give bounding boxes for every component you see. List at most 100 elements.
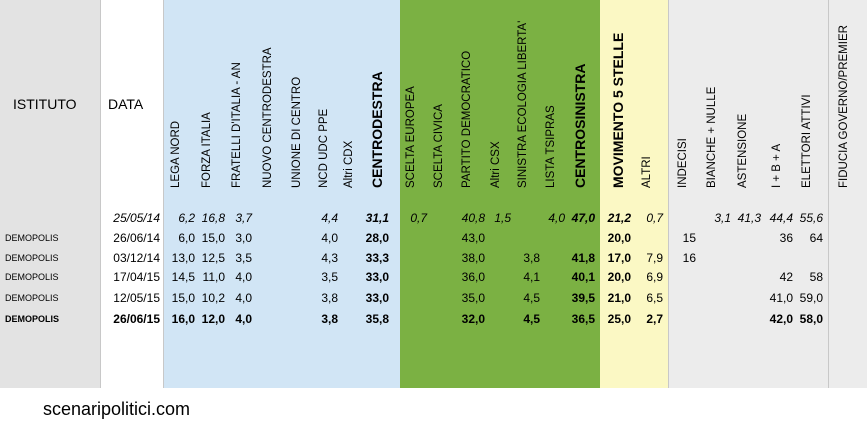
cdx-cell: 35,8 — [365, 312, 389, 326]
lega-cell: 15,0 — [171, 291, 195, 305]
m5s-cell: 20,0 — [607, 270, 631, 284]
fi-cell: 12,0 — [201, 312, 225, 326]
column-header-ncdudc: NCD UDC PPE — [318, 108, 330, 188]
divider — [828, 0, 829, 388]
pd-cell: 40,8 — [461, 211, 485, 225]
cdx-cell: 33,3 — [365, 251, 389, 265]
left-margin — [0, 0, 100, 388]
ncdudc-cell: 3,8 — [321, 312, 338, 326]
elettori-cell: 55,6 — [799, 211, 823, 225]
tsipras-cell: 4,0 — [548, 211, 565, 225]
iba-cell: 42 — [779, 270, 793, 284]
csx-cell: 41,8 — [571, 251, 595, 265]
column-header-fi: FORZA ITALIA — [201, 112, 213, 188]
ncdudc-cell: 4,4 — [321, 211, 338, 225]
altri-cell: 2,7 — [646, 312, 663, 326]
m5s-cell: 21,0 — [607, 291, 631, 305]
sel-cell: 4,1 — [523, 270, 540, 284]
table-row: DEMOPOLIS 03/12/14 13,0 12,5 3,5 4,3 33,3 38,0 3… — [0, 250, 867, 266]
csx-cell: 47,0 — [571, 211, 595, 225]
sel-cell: 3,8 — [523, 251, 540, 265]
istituto-cell: DEMOPOLIS — [5, 314, 60, 324]
istituto-cell: DEMOPOLIS — [5, 233, 59, 243]
pd-cell: 32,0 — [461, 312, 485, 326]
column-header-fiducia: FIDUCIA GOVERNO/PREMIER — [838, 25, 850, 188]
fi-cell: 11,0 — [202, 270, 225, 284]
column-header-pd: PARTITO DEMOCRATICO — [461, 50, 473, 188]
fi-cell: 16,8 — [201, 211, 225, 225]
fdi-cell: 4,0 — [235, 270, 252, 284]
istituto-cell: DEMOPOLIS — [5, 293, 59, 303]
bianche-cell: 3,1 — [714, 211, 731, 225]
fi-cell: 10,2 — [201, 291, 225, 305]
column-header-lega: LEGA NORD — [170, 120, 182, 188]
table-row: DEMOPOLIS 12/05/15 15,0 10,2 4,0 3,8 33,0 35,0 4… — [0, 290, 867, 306]
elettori-cell: 59,0 — [799, 291, 823, 305]
altri-cell: 7,9 — [646, 251, 663, 265]
divider — [668, 0, 669, 388]
column-header-fdi: FRATELLI D'ITALIA - AN — [231, 62, 243, 188]
fi-cell: 15,0 — [201, 231, 225, 245]
column-header-csx: CENTROSINISTRA — [572, 63, 588, 188]
column-header-ncd_nuovo: NUOVO CENTRODESTRA — [262, 47, 274, 188]
column-header-se: SCELTA EUROPEA — [405, 86, 417, 188]
istituto-cell: DEMOPOLIS — [5, 253, 59, 263]
iba-cell: 44,4 — [769, 211, 793, 225]
data-header: DATA — [108, 96, 144, 112]
fdi-cell: 4,0 — [235, 312, 252, 326]
cdx-cell: 33,0 — [365, 270, 389, 284]
column-header-cdx: CENTRODESTRA — [369, 71, 385, 188]
column-header-m5s: MOVIMENTO 5 STELLE — [610, 32, 626, 188]
csx-cell: 36,5 — [571, 312, 595, 326]
fdi-cell: 4,0 — [235, 291, 252, 305]
column-header-altricsx: Altri CSX — [490, 141, 502, 188]
pd-cell: 35,0 — [461, 291, 485, 305]
istituto-cell: DEMOPOLIS — [5, 272, 59, 282]
column-header-indecisi: INDECISI — [677, 138, 689, 188]
column-header-udc: UNIONE DI CENTRO — [291, 76, 303, 188]
astensione-block — [668, 0, 828, 388]
csx-cell: 40,1 — [571, 270, 595, 284]
cdx-cell: 31,1 — [365, 211, 389, 225]
indecisi-cell: 16 — [682, 251, 696, 265]
ncdudc-cell: 3,8 — [321, 291, 338, 305]
cdx-cell: 28,0 — [365, 231, 389, 245]
astensione-cell: 41,3 — [737, 211, 761, 225]
column-header-iba: I + B + A — [771, 143, 783, 188]
lega-cell: 6,2 — [178, 211, 195, 225]
csx-cell: 39,5 — [571, 291, 595, 305]
fdi-cell: 3,5 — [235, 251, 252, 265]
istituto-header: ISTITUTO — [13, 96, 77, 112]
ncdudc-cell: 3,5 — [321, 270, 338, 284]
data-cell: 25/05/14 — [113, 211, 160, 225]
data-cell: 26/06/15 — [113, 312, 160, 326]
column-header-sel: SINISTRA ECOLOGIA LIBERTA' — [517, 20, 529, 188]
table-row: DEMOPOLIS 17/04/15 14,5 11,0 4,0 3,5 33,0 36,0 4… — [0, 269, 867, 285]
elettori-cell: 64 — [809, 231, 823, 245]
ncdudc-cell: 4,0 — [321, 231, 338, 245]
table-row: DEMOPOLIS 26/06/15 16,0 12,0 4,0 3,8 35,8 32,0 4… — [0, 311, 867, 327]
m5s-cell: 21,2 — [607, 211, 631, 225]
divider — [100, 0, 101, 388]
ncdudc-cell: 4,3 — [321, 251, 338, 265]
pd-cell: 38,0 — [461, 251, 485, 265]
iba-cell: 36 — [779, 231, 793, 245]
centrosinistra-block — [400, 0, 600, 388]
data-cell: 12/05/15 — [113, 291, 160, 305]
lega-cell: 13,0 — [171, 251, 195, 265]
lega-cell: 16,0 — [171, 312, 195, 326]
elettori-cell: 58 — [809, 270, 823, 284]
centrodestra-block — [163, 0, 400, 388]
sel-cell: 4,5 — [523, 291, 540, 305]
indecisi-cell: 15 — [682, 231, 696, 245]
m5s-cell: 25,0 — [607, 312, 631, 326]
fi-cell: 12,5 — [201, 251, 225, 265]
m5s-cell: 17,0 — [607, 251, 631, 265]
column-header-astensione: ASTENSIONE — [737, 113, 749, 188]
data-cell: 26/06/14 — [113, 231, 160, 245]
data-cell: 03/12/14 — [113, 251, 160, 265]
column-header-elettori: ELETTORI ATTIVI — [801, 94, 813, 188]
m5s-cell: 20,0 — [607, 231, 631, 245]
m5s-block — [600, 0, 668, 388]
altri-cell: 6,5 — [646, 291, 663, 305]
